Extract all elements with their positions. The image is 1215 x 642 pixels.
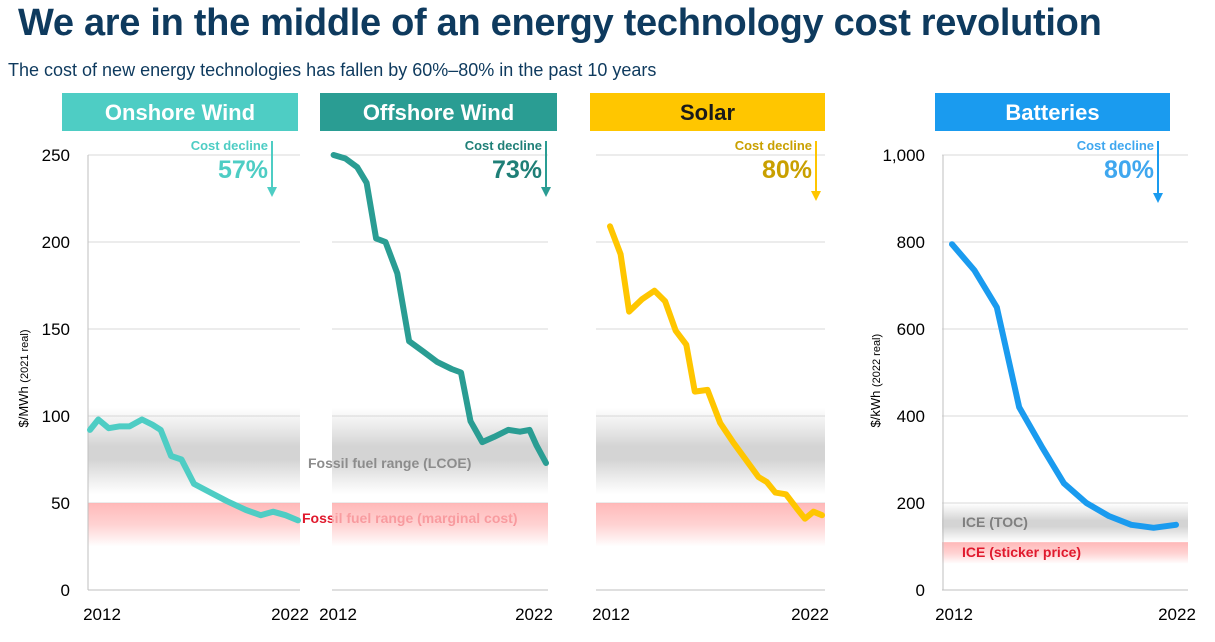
batteries-cost-line <box>949 241 1179 531</box>
solar-band-fossil <box>596 407 825 495</box>
onshore-wind-y-tick-label: 200 <box>42 233 70 252</box>
solar-decline-value: 80% <box>762 156 812 184</box>
batteries-y-tick-label: 400 <box>897 407 925 426</box>
offshore-wind-band-fossil <box>332 407 548 495</box>
batteries-y-tick-label: 200 <box>897 494 925 513</box>
batteries-decline-arrow-head <box>1153 193 1163 203</box>
onshore-wind-y-tick-label: 0 <box>61 581 70 600</box>
onshore-wind-decline-arrow-head <box>267 187 277 197</box>
onshore-wind-band-marginal <box>88 503 300 547</box>
batteries-header-box <box>935 93 1170 131</box>
batteries-decline-value: 80% <box>1104 156 1154 184</box>
onshore-wind-y-tick-label: 50 <box>51 494 70 513</box>
page-title: We are in the middle of an energy techno… <box>18 2 1102 44</box>
batteries-y-tick-label: 0 <box>916 581 925 600</box>
batteries-header-label: Batteries <box>1005 100 1099 125</box>
onshore-wind-y-tick-label: 250 <box>42 146 70 165</box>
page-subtitle: The cost of new energy technologies has … <box>8 60 657 80</box>
onshore-wind-y-tick-label: 100 <box>42 407 70 426</box>
solar-x-tick-label: 2012 <box>592 605 630 624</box>
onshore-wind-header-box <box>62 93 298 131</box>
batteries-band-fossil <box>942 503 1188 543</box>
solar-header-label: Solar <box>680 100 735 125</box>
onshore-wind-y-tick-label: 150 <box>42 320 70 339</box>
offshore-wind-header-box <box>320 93 557 131</box>
batteries-band-label: ICE (sticker price) <box>962 544 1081 560</box>
offshore-wind-decline-value: 73% <box>492 156 542 184</box>
batteries-x-tick-label: 2012 <box>935 605 973 624</box>
onshore-wind-y-axis-basis: (2021 real) <box>19 330 31 383</box>
batteries-y-tick-label: 1,000 <box>882 146 925 165</box>
offshore-wind-header-label: Offshore Wind <box>363 100 514 125</box>
offshore-wind-decline-arrow-head <box>541 187 551 197</box>
onshore-wind-x-tick-label: 2022 <box>271 605 309 624</box>
solar-x-tick-label: 2022 <box>791 605 829 624</box>
batteries-y-axis-unit: $/kWh <box>868 387 883 427</box>
onshore-wind-y-axis-label: $/MWh (2021 real) <box>16 330 31 428</box>
onshore-wind-cost-line <box>87 416 301 524</box>
offshore-wind-band-label: Fossil fuel range (LCOE) <box>308 455 471 471</box>
offshore-wind-x-tick-label: 2022 <box>515 605 553 624</box>
offshore-wind-decline-label: Cost decline <box>465 138 542 153</box>
offshore-wind-cost-line <box>330 152 549 466</box>
solar-decline-label: Cost decline <box>735 138 812 153</box>
batteries-y-axis-basis: (2022 real) <box>871 334 883 387</box>
onshore-wind-decline-label: Cost decline <box>191 138 268 153</box>
batteries-decline-label: Cost decline <box>1077 138 1154 153</box>
batteries-y-tick-label: 600 <box>897 320 925 339</box>
batteries-band-label: ICE (TOC) <box>962 514 1028 530</box>
batteries-y-axis-label: $/kWh (2022 real) <box>868 334 883 428</box>
solar-band-marginal <box>596 503 825 547</box>
solar-header-box <box>590 93 825 131</box>
offshore-wind-band-marginal <box>332 503 548 547</box>
onshore-wind-x-tick-label: 2012 <box>83 605 121 624</box>
onshore-wind-decline-value: 57% <box>218 156 268 184</box>
offshore-wind-x-tick-label: 2012 <box>319 605 357 624</box>
onshore-wind-header-label: Onshore Wind <box>105 100 255 125</box>
solar-cost-line <box>607 223 825 522</box>
solar-decline-arrow-head <box>811 191 821 201</box>
batteries-band-marginal <box>942 542 1188 564</box>
batteries-y-tick-label: 800 <box>897 233 925 252</box>
onshore-wind-y-axis-unit: $/MWh <box>16 383 31 428</box>
batteries-x-tick-label: 2022 <box>1158 605 1196 624</box>
